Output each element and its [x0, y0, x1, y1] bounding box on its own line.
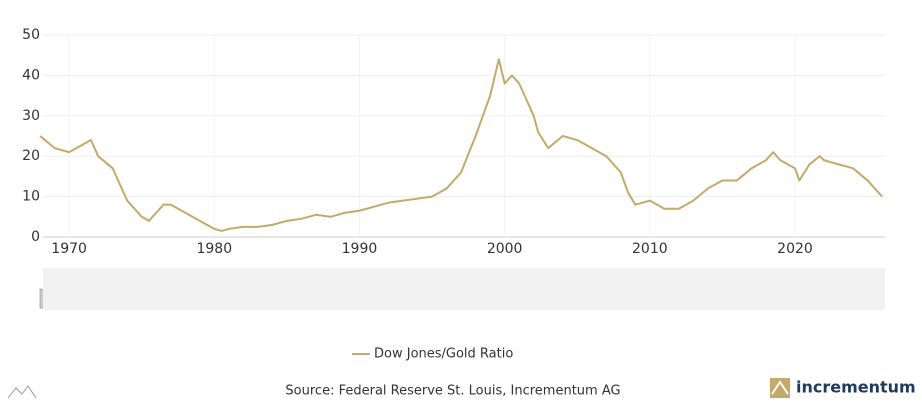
- export-icon[interactable]: [7, 385, 37, 399]
- source: Source: Federal Reserve St. Louis, Incre…: [285, 384, 620, 399]
- y-tick-label: 20: [22, 148, 40, 164]
- navigator-background: [43, 268, 885, 310]
- x-tick-label: 2010: [632, 241, 668, 257]
- series-line: [39, 58, 883, 232]
- y-tick-label: 0: [31, 229, 40, 245]
- y-tick-label: 10: [22, 189, 40, 205]
- logo-text: incrementum: [796, 378, 916, 397]
- y-tick-label: 50: [22, 27, 40, 43]
- x-tick-label: 2020: [777, 241, 813, 257]
- legend-label[interactable]: Dow Jones/Gold Ratio: [374, 347, 513, 362]
- plot: 0102030405019701970198019801990199020002…: [22, 27, 885, 309]
- x-tick-label: 1980: [196, 241, 232, 257]
- x-tick-label: 2000: [487, 241, 523, 257]
- logo-icon: [770, 378, 790, 398]
- y-tick-label: 40: [22, 67, 40, 83]
- x-tick-label: 1970: [51, 241, 87, 257]
- x-tick-label: 1990: [342, 241, 378, 257]
- y-tick-label: 30: [22, 108, 40, 124]
